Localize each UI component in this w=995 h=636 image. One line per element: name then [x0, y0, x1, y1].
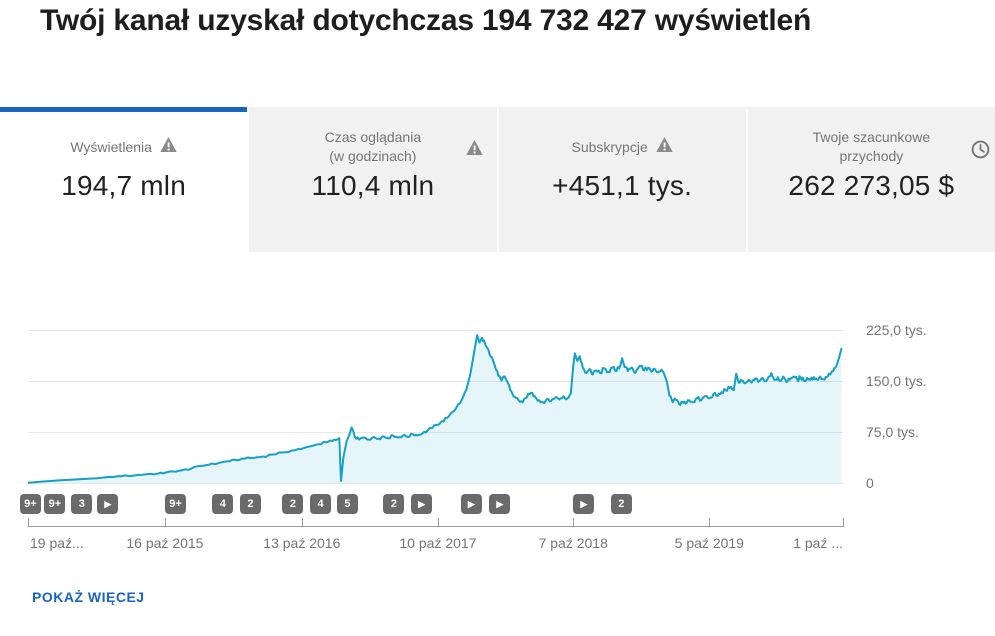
warning-icon — [656, 137, 673, 157]
x-axis-label: 10 paź 2017 — [399, 535, 477, 551]
clock-icon — [971, 140, 990, 164]
video-marker-play-icon[interactable]: ▶ — [411, 494, 433, 514]
show-more-link[interactable]: POKAŻ WIĘCEJ — [32, 589, 145, 605]
warning-icon — [465, 140, 483, 160]
video-marker-play-icon[interactable]: ▶ — [489, 494, 511, 514]
video-marker-play-icon[interactable]: ▶ — [460, 494, 482, 514]
tab-watch-time-value: 110,4 mln — [311, 170, 435, 201]
tab-revenue[interactable]: Twoje szacunkowe przychody 262 273,05 $ — [745, 107, 995, 252]
gridline — [28, 432, 843, 434]
y-axis-label: 225,0 tys. — [866, 322, 927, 339]
tab-revenue-label-line1: Twoje szacunkowe — [812, 129, 931, 145]
y-axis-label: 0 — [866, 475, 874, 491]
x-axis-label: 16 paź 2015 — [126, 535, 204, 551]
x-axis-label: 19 paź... — [30, 535, 84, 551]
x-axis-label: 13 paź 2016 — [263, 535, 341, 551]
tab-subscriptions-label: Subskrypcje — [571, 138, 648, 155]
x-axis-line — [28, 526, 843, 527]
tab-revenue-label-line2: przychody — [839, 148, 904, 164]
video-marker-badge[interactable]: 3 — [71, 494, 93, 514]
video-marker-badge[interactable]: 2 — [239, 494, 261, 514]
video-marker-badge[interactable]: 2 — [383, 494, 405, 514]
metric-tabs: Wyświetlenia 194,7 mln Czas oglądania (w… — [0, 107, 995, 252]
y-axis-label: 75,0 tys. — [866, 424, 919, 441]
series-area-fill — [28, 335, 842, 483]
video-marker-badge[interactable]: 2 — [282, 494, 304, 514]
video-marker-badge[interactable]: 9+ — [19, 494, 41, 514]
tab-watch-time[interactable]: Czas oglądania (w godzinach) 110,4 mln — [247, 107, 497, 252]
tab-subscriptions[interactable]: Subskrypcje +451,1 tys. — [496, 107, 746, 252]
x-axis-tick — [301, 518, 303, 527]
x-axis-tick — [28, 518, 29, 527]
y-axis-label: 150,0 tys. — [866, 373, 927, 390]
x-axis-tick — [437, 518, 439, 527]
tab-views[interactable]: Wyświetlenia 194,7 mln — [0, 107, 248, 252]
x-axis-label: 7 paź 2018 — [538, 535, 608, 551]
warning-icon — [160, 137, 177, 157]
series-line — [28, 334, 843, 484]
video-marker-play-icon[interactable]: ▶ — [97, 494, 119, 514]
views-line-chart[interactable] — [28, 310, 845, 485]
video-marker-badge[interactable]: 4 — [310, 494, 332, 514]
x-axis-tick — [164, 518, 166, 527]
tab-watch-time-label-line1: Czas oglądania — [324, 129, 422, 145]
video-marker-play-icon[interactable]: ▶ — [573, 494, 595, 514]
x-axis-tick — [843, 518, 844, 527]
x-axis-label: 1 paź ... — [793, 535, 843, 551]
video-marker-badge[interactable]: 2 — [610, 494, 632, 514]
video-marker-badge[interactable]: 9+ — [165, 494, 186, 514]
tab-revenue-value: 262 273,05 $ — [788, 170, 955, 201]
video-marker-badge[interactable]: 5 — [336, 494, 358, 514]
x-axis-tick — [709, 518, 711, 527]
x-axis-label: 5 paź 2019 — [674, 535, 744, 551]
video-marker-badge[interactable]: 4 — [212, 494, 234, 514]
tab-views-value: 194,7 mln — [61, 170, 186, 201]
tab-watch-time-label-line2: (w godzinach) — [329, 148, 417, 164]
page-title: Twój kanał uzyskał dotychczas 194 732 42… — [40, 4, 812, 37]
gridline — [28, 330, 843, 332]
tab-subscriptions-value: +451,1 tys. — [552, 170, 693, 201]
gridline — [28, 381, 843, 383]
video-marker-badge[interactable]: 9+ — [44, 494, 66, 514]
x-axis-tick — [573, 518, 575, 527]
gridline — [28, 483, 843, 484]
tab-views-label: Wyświetlenia — [70, 138, 152, 155]
